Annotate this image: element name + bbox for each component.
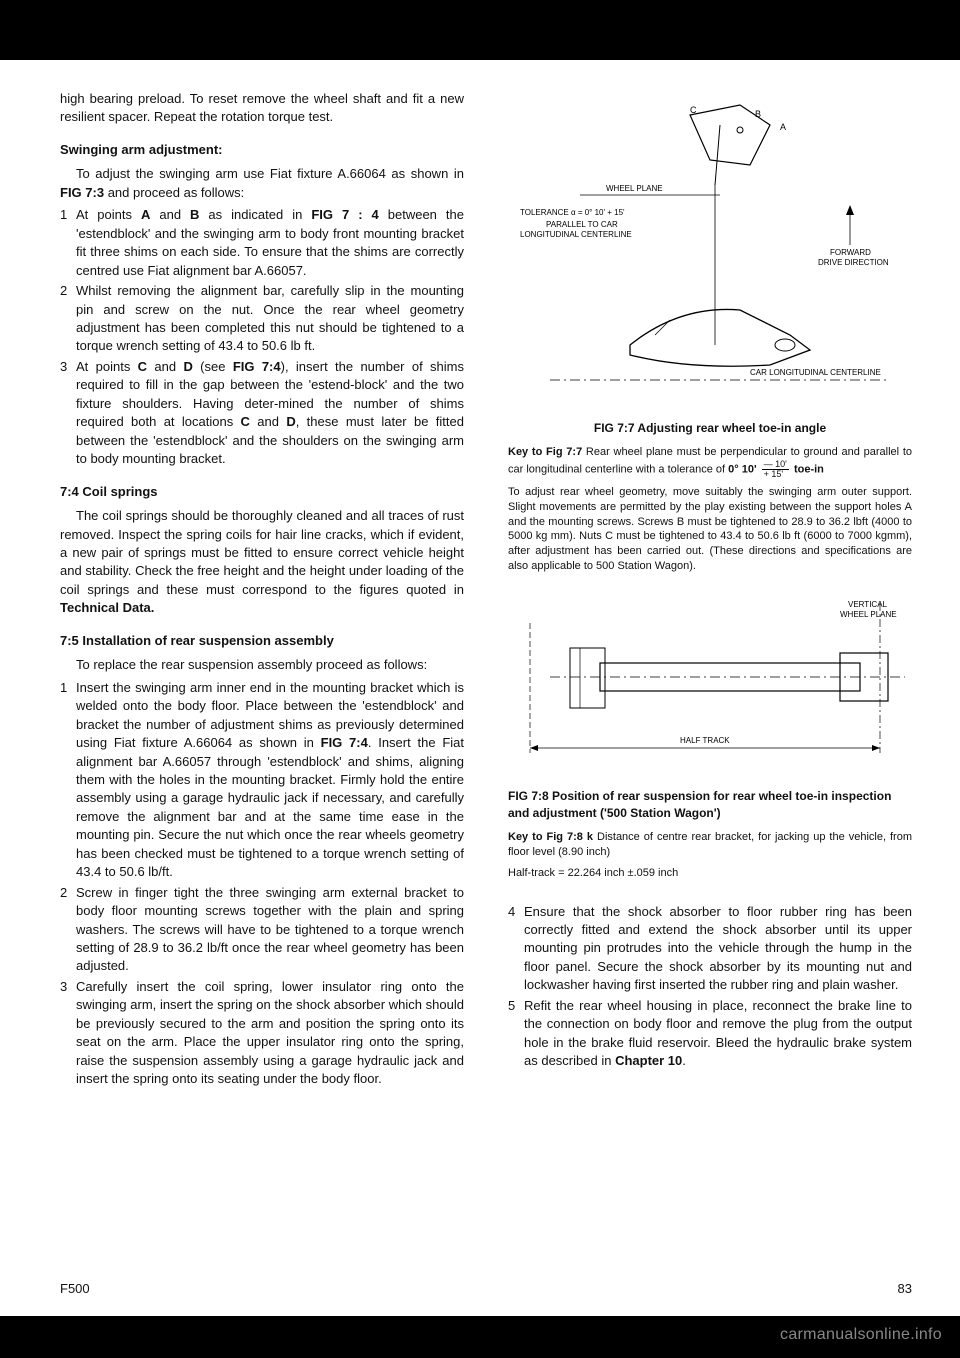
- step-text: Carefully insert the coil spring, lower …: [76, 978, 464, 1089]
- installation-heading: 7:5 Installation of rear suspension asse…: [60, 632, 464, 650]
- fig7-caption: FIG 7:7 Adjusting rear wheel toe-in angl…: [508, 420, 912, 437]
- text: and proceed as follows:: [104, 185, 244, 200]
- coil-springs-body: The coil springs should be thoroughly cl…: [60, 507, 464, 618]
- svg-text:CAR LONGITUDINAL CENTERLINE: CAR LONGITUDINAL CENTERLINE: [750, 368, 881, 377]
- step-number: 5: [508, 997, 524, 1071]
- list-item: 1At points A and B as indicated in FIG 7…: [60, 206, 464, 280]
- list-item: 5Refit the rear wheel housing in place, …: [508, 997, 912, 1071]
- fig8-caption: FIG 7:8 Position of rear suspension for …: [508, 788, 912, 822]
- fig7-svg: B C A WHEEL PLANE TOLERANCE α = 0° 10' +…: [510, 95, 910, 405]
- list-item: 1Insert the swinging arm inner end in th…: [60, 679, 464, 882]
- right-column: B C A WHEEL PLANE TOLERANCE α = 0° 10' +…: [504, 90, 912, 1286]
- step-text: At points A and B as indicated in FIG 7 …: [76, 206, 464, 280]
- svg-text:WHEEL PLANE: WHEEL PLANE: [606, 184, 663, 193]
- step-text: Screw in finger tight the three swinging…: [76, 884, 464, 976]
- fraction: — 10' + 15': [762, 460, 789, 479]
- step-text: Whilst removing the alignment bar, caref…: [76, 282, 464, 356]
- svg-text:LONGITUDINAL CENTERLINE: LONGITUDINAL CENTERLINE: [520, 230, 632, 239]
- page: high bearing preload. To reset remove th…: [0, 60, 960, 1316]
- continuation-steps: 4Ensure that the shock absorber to floor…: [508, 903, 912, 1071]
- page-footer: F500 83: [60, 1281, 912, 1296]
- swinging-arm-steps: 1At points A and B as indicated in FIG 7…: [60, 206, 464, 468]
- svg-text:C: C: [690, 105, 697, 115]
- left-column: high bearing preload. To reset remove th…: [60, 90, 468, 1286]
- list-item: 2Screw in finger tight the three swingin…: [60, 884, 464, 976]
- svg-text:FORWARD: FORWARD: [830, 248, 871, 257]
- footer-left: F500: [60, 1281, 90, 1296]
- step-number: 1: [60, 679, 76, 882]
- step-number: 4: [508, 903, 524, 995]
- svg-text:B: B: [755, 109, 761, 119]
- key-suffix: toe-in: [794, 463, 824, 475]
- watermark: carmanualsonline.info: [780, 1326, 942, 1344]
- step-text: Insert the swinging arm inner end in the…: [76, 679, 464, 882]
- coil-springs-heading: 7:4 Coil springs: [60, 483, 464, 501]
- step-number: 1: [60, 206, 76, 280]
- step-text: Ensure that the shock absorber to floor …: [524, 903, 912, 995]
- installation-intro: To replace the rear suspension assembly …: [60, 656, 464, 674]
- figure-7-8: VERTICAL WHEEL PLANE HALF TRACK: [508, 588, 912, 778]
- swinging-arm-intro: To adjust the swinging arm use Fiat fixt…: [60, 165, 464, 202]
- key-label: Key to Fig 7:8 k: [508, 831, 593, 843]
- swinging-arm-heading: Swinging arm adjustment:: [60, 141, 464, 159]
- fig8-key-1: Key to Fig 7:8 k Distance of centre rear…: [508, 830, 912, 860]
- list-item: 3At points C and D (see FIG 7:4), insert…: [60, 358, 464, 469]
- fig-ref: FIG 7:3: [60, 185, 104, 200]
- key-value: 0° 10': [728, 463, 756, 475]
- step-number: 2: [60, 282, 76, 356]
- svg-text:A: A: [780, 122, 786, 132]
- text: To adjust the swinging arm use Fiat fixt…: [76, 166, 464, 181]
- svg-text:TOLERANCE α = 0° 10' + 15': TOLERANCE α = 0° 10' + 15': [520, 208, 625, 217]
- svg-text:PARALLEL TO CAR: PARALLEL TO CAR: [546, 220, 618, 229]
- fig7-key-1: Key to Fig 7:7 Rear wheel plane must be …: [508, 445, 912, 479]
- figure-7-7: B C A WHEEL PLANE TOLERANCE α = 0° 10' +…: [508, 90, 912, 410]
- svg-text:WHEEL PLANE: WHEEL PLANE: [840, 610, 897, 619]
- svg-text:DRIVE DIRECTION: DRIVE DIRECTION: [818, 258, 889, 267]
- list-item: 4Ensure that the shock absorber to floor…: [508, 903, 912, 995]
- svg-text:HALF TRACK: HALF TRACK: [680, 736, 730, 745]
- fig8-svg: VERTICAL WHEEL PLANE HALF TRACK: [510, 593, 910, 773]
- intro-paragraph: high bearing preload. To reset remove th…: [60, 90, 464, 127]
- installation-steps: 1Insert the swinging arm inner end in th…: [60, 679, 464, 1089]
- step-number: 3: [60, 978, 76, 1089]
- key-label: Key to Fig 7:7: [508, 446, 582, 458]
- fig7-key-2: To adjust rear wheel geometry, move suit…: [508, 485, 912, 574]
- step-number: 2: [60, 884, 76, 976]
- svg-text:VERTICAL: VERTICAL: [848, 600, 888, 609]
- step-text: At points C and D (see FIG 7:4), insert …: [76, 358, 464, 469]
- footer-right: 83: [898, 1281, 912, 1296]
- step-number: 3: [60, 358, 76, 469]
- list-item: 3Carefully insert the coil spring, lower…: [60, 978, 464, 1089]
- step-text: Refit the rear wheel housing in place, r…: [524, 997, 912, 1071]
- fig8-key-2: Half-track = 22.264 inch ±.059 inch: [508, 866, 912, 881]
- list-item: 2Whilst removing the alignment bar, care…: [60, 282, 464, 356]
